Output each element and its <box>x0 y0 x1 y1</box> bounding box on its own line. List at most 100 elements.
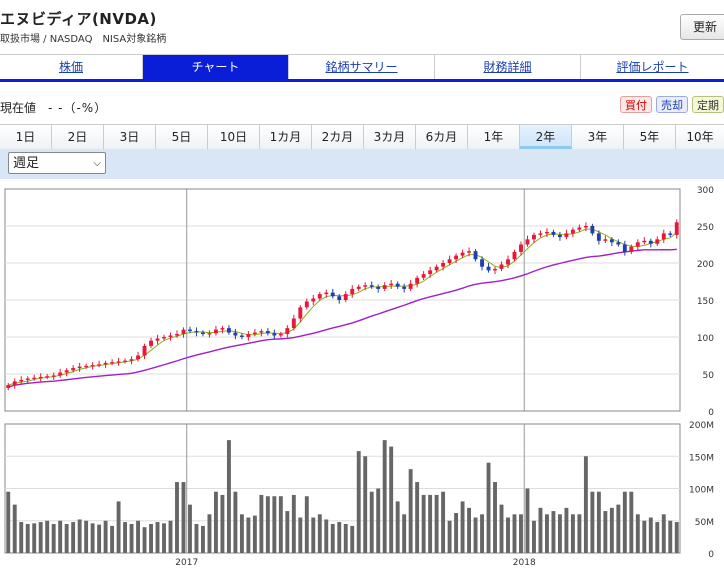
period-1d[interactable]: 1日 <box>0 125 52 149</box>
period-1m[interactable]: 1カ月 <box>260 125 312 149</box>
tab-report[interactable]: 評価レポート <box>616 60 689 74</box>
current-price-label: 現在値 <box>0 101 37 115</box>
volume-bar <box>123 522 128 553</box>
volume-bar <box>363 456 368 553</box>
period-2d[interactable]: 2日 <box>52 125 104 149</box>
candle-body <box>441 263 446 267</box>
candle-body <box>668 233 673 235</box>
candle-body <box>622 244 627 252</box>
page-title: エヌビディア(NVDA) <box>0 10 157 28</box>
volume-bar <box>84 520 89 553</box>
candle-body <box>499 264 504 269</box>
volume-bar <box>64 523 69 553</box>
tab-chart[interactable]: チャート <box>143 55 289 79</box>
candle-body <box>32 377 37 379</box>
volume-bar <box>629 491 634 553</box>
candle-body <box>298 307 303 319</box>
period-3y[interactable]: 3年 <box>572 125 624 149</box>
period-2y[interactable]: 2年 <box>520 125 572 149</box>
tab-financials[interactable]: 財務詳細 <box>435 55 581 79</box>
candle-body <box>220 328 225 330</box>
candle-body <box>97 364 102 366</box>
period-3m[interactable]: 3カ月 <box>364 125 416 149</box>
period-5d[interactable]: 5日 <box>156 125 208 149</box>
market-subtitle: 取扱市場 / NASDAQ NISA対象銘柄 <box>0 34 167 45</box>
volume-bar <box>389 446 394 553</box>
price-tick-label: 300 <box>697 186 714 196</box>
candle-body <box>233 332 238 336</box>
volume-bar <box>356 451 361 553</box>
candle-body <box>661 233 666 240</box>
tab-summary[interactable]: 銘柄サマリー <box>289 55 435 79</box>
candle-body <box>246 334 251 337</box>
volume-bar <box>551 511 556 553</box>
candle-body <box>480 259 484 267</box>
candle-body <box>226 328 231 333</box>
period-6m[interactable]: 6カ月 <box>416 125 468 149</box>
period-10y[interactable]: 10年 <box>676 125 724 149</box>
price-tick-label: 250 <box>697 223 714 233</box>
buy-button[interactable]: 買付 <box>620 96 652 113</box>
volume-bar <box>45 520 50 553</box>
volume-bar <box>402 514 407 553</box>
volume-bar <box>97 524 102 553</box>
candle-body <box>272 333 277 336</box>
volume-bar <box>142 527 147 553</box>
volume-bar <box>395 501 400 553</box>
candle-body <box>473 251 478 260</box>
interval-select[interactable]: 週足 ⌵ <box>8 152 106 174</box>
candle-body <box>467 251 472 253</box>
volume-bar <box>6 491 11 553</box>
volume-bar <box>428 494 433 553</box>
update-button[interactable]: 更新 <box>680 14 724 40</box>
candle-body <box>454 255 459 260</box>
volume-bar <box>408 469 413 553</box>
candle-body <box>596 233 601 241</box>
volume-bar <box>525 488 530 553</box>
year-label: 2017 <box>175 558 198 568</box>
volume-bar <box>473 517 478 553</box>
price-tick-label: 200 <box>697 260 714 270</box>
period-10d[interactable]: 10日 <box>208 125 260 149</box>
volume-panel: 0 50M 100M 150M 200M 2017 2018 <box>4 421 714 568</box>
volume-tick-label: 0 <box>708 550 714 560</box>
volume-bar <box>311 517 316 553</box>
price-tick-label: 100 <box>697 334 714 344</box>
volume-bar <box>259 494 264 553</box>
periodic-button[interactable]: 定期 <box>692 96 724 113</box>
candle-body <box>12 381 17 386</box>
candle-body <box>519 244 523 252</box>
candle-body <box>71 368 76 371</box>
volume-bar <box>239 514 244 553</box>
candle-body <box>551 231 556 235</box>
volume-bar <box>343 523 348 553</box>
candle-body <box>506 259 510 265</box>
volume-bar <box>642 520 647 553</box>
volume-bar <box>609 507 614 553</box>
volume-bar <box>674 522 679 553</box>
price-tick-label: 150 <box>697 297 714 307</box>
candle-body <box>369 285 374 287</box>
volume-bar <box>25 523 30 553</box>
current-price-value: - -（-%） <box>48 101 108 115</box>
volume-bar <box>603 511 608 553</box>
volume-bar <box>188 504 192 553</box>
period-2m[interactable]: 2カ月 <box>312 125 364 149</box>
volume-bar <box>441 491 446 553</box>
long-moving-average <box>8 248 677 388</box>
candle-body <box>545 231 549 234</box>
volume-bar <box>590 491 595 553</box>
period-5y[interactable]: 5年 <box>624 125 676 149</box>
sell-button[interactable]: 売却 <box>656 96 688 113</box>
volume-bar <box>181 482 186 553</box>
volume-bar <box>506 517 510 553</box>
candle-body <box>428 270 433 275</box>
period-1y[interactable]: 1年 <box>468 125 520 149</box>
volume-bar <box>350 525 355 553</box>
tab-stock-price[interactable]: 株価 <box>0 55 143 79</box>
volume-bar <box>577 514 582 553</box>
candle-body <box>525 239 530 245</box>
period-3d[interactable]: 3日 <box>104 125 156 149</box>
volume-tick-label: 100M <box>689 486 714 496</box>
candle-body <box>609 239 614 243</box>
